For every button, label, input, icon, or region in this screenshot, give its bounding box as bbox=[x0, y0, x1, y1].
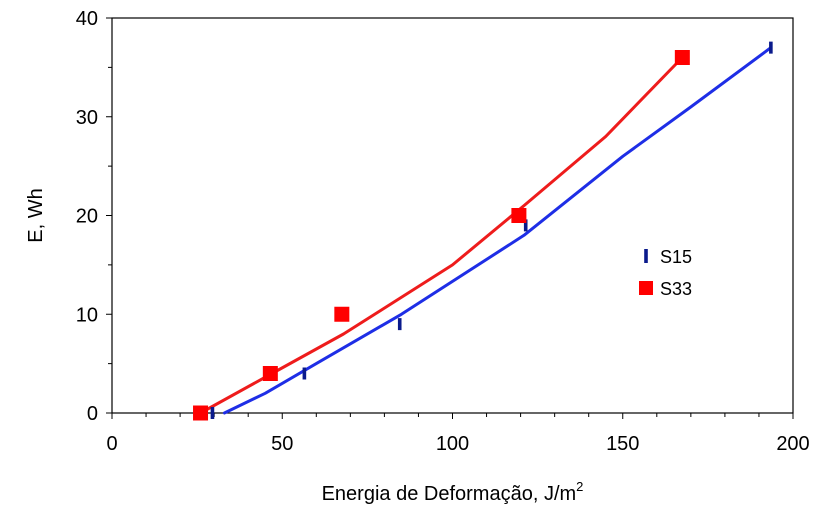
series-markers bbox=[193, 41, 773, 421]
data-point-s33 bbox=[334, 306, 350, 322]
x-axis-title-text: Energia de Deformação, J/m bbox=[322, 483, 577, 505]
axis-ticks bbox=[106, 17, 794, 419]
data-point-s15 bbox=[302, 367, 307, 380]
data-point-s33 bbox=[674, 50, 690, 65]
data-point-s15 bbox=[210, 407, 215, 419]
data-point-s33 bbox=[262, 366, 278, 381]
x-tick-label: 0 bbox=[106, 433, 117, 455]
legend-label-s15: S15 bbox=[660, 247, 692, 267]
plot-border bbox=[111, 17, 794, 414]
legend-label-s33: S33 bbox=[660, 279, 692, 299]
tick-labels: 0 50 100 150 200 0 10 20 30 40 bbox=[76, 8, 810, 455]
x-axis-title-superscript: 2 bbox=[576, 479, 583, 494]
x-tick-label: 200 bbox=[776, 433, 809, 455]
y-tick-label: 0 bbox=[87, 403, 98, 425]
data-point-s33 bbox=[511, 208, 527, 223]
data-point-s15 bbox=[397, 318, 402, 331]
series-line-s15 bbox=[222, 46, 773, 415]
y-tick-label: 20 bbox=[76, 206, 98, 228]
legend: S15 S33 bbox=[639, 247, 692, 299]
legend-marker-s15 bbox=[644, 249, 648, 263]
plot-frame bbox=[111, 17, 794, 414]
x-axis-title: Energia de Deformação, J/m2 bbox=[322, 479, 584, 505]
y-tick-label: 40 bbox=[76, 8, 98, 30]
series-lines bbox=[199, 46, 773, 415]
series-line-s33 bbox=[199, 56, 684, 415]
x-tick-label: 100 bbox=[436, 433, 469, 455]
x-tick-label: 150 bbox=[606, 433, 639, 455]
y-tick-label: 10 bbox=[76, 304, 98, 326]
y-tick-label: 30 bbox=[76, 107, 98, 129]
data-point-s33 bbox=[193, 405, 209, 421]
legend-marker-s33 bbox=[639, 281, 653, 295]
data-point-s15 bbox=[523, 219, 528, 232]
data-point-s15 bbox=[769, 41, 773, 54]
y-axis-title: E, Wh bbox=[25, 188, 47, 242]
axis-titles: Energia de Deformação, J/m2 E, Wh bbox=[25, 188, 583, 505]
x-tick-label: 50 bbox=[271, 433, 293, 455]
